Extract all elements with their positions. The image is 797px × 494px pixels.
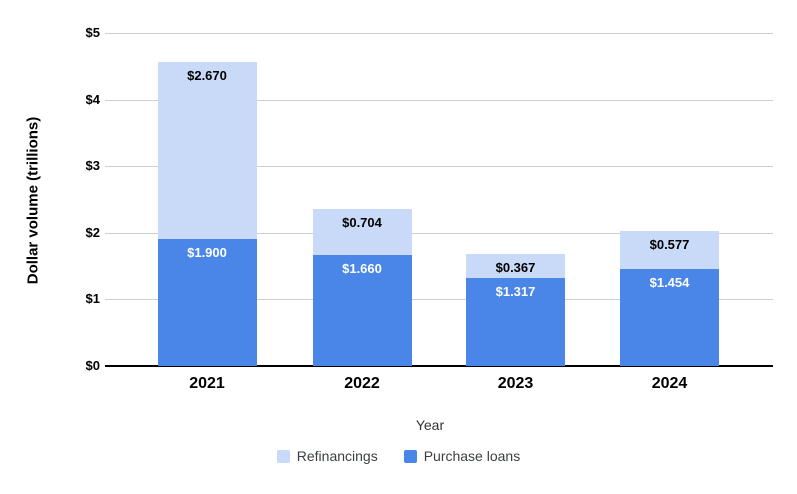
y-tick-label: $1 xyxy=(85,291,100,307)
bar-segment-purchase-loans-2023[interactable] xyxy=(466,278,565,366)
x-tick-label-2024: 2024 xyxy=(651,375,688,392)
y-tick-label: $4 xyxy=(85,91,100,107)
legend-label: Refinancings xyxy=(296,448,378,464)
bar-segment-refinancings-2022[interactable] xyxy=(312,208,412,256)
legend-item-refinancings[interactable]: Refinancings xyxy=(276,448,378,464)
y-tick-label: $0 xyxy=(85,358,100,373)
legend-item-purchase-loans[interactable]: Purchase loans xyxy=(403,448,521,464)
x-axis-line xyxy=(105,365,773,367)
data-label-refinancings-2022: $0.704 xyxy=(342,214,382,230)
bar-segment-purchase-loans-2022[interactable] xyxy=(312,255,412,366)
data-label-refinancings-2021: $2.670 xyxy=(187,67,227,83)
y-gridline xyxy=(105,299,773,301)
bar-segment-purchase-loans-2024[interactable] xyxy=(620,269,719,366)
data-label-purchase-loans-2022: $1.660 xyxy=(342,261,382,277)
bar-segment-refinancings-2021[interactable] xyxy=(157,61,257,240)
x-tick-label-2023: 2023 xyxy=(497,375,534,392)
y-tick-label: $5 xyxy=(85,25,100,40)
y-tick-label: $2 xyxy=(85,224,100,240)
legend: Refinancings Purchase loans xyxy=(0,448,797,464)
y-gridline xyxy=(105,232,773,234)
legend-swatch-refinancings xyxy=(276,449,290,463)
data-label-refinancings-2024: $0.577 xyxy=(649,236,690,252)
y-gridline xyxy=(105,99,773,101)
x-tick-label-2021: 2021 xyxy=(189,375,225,392)
bar-segment-purchase-loans-2021[interactable] xyxy=(157,239,257,366)
data-label-purchase-loans-2021: $1.900 xyxy=(187,245,227,261)
x-axis-title: Year xyxy=(415,417,445,433)
bar-segment-refinancings-2024[interactable] xyxy=(620,230,719,270)
legend-label: Purchase loans xyxy=(423,448,521,464)
legend-swatch-purchase-loans xyxy=(403,449,417,463)
data-label-purchase-loans-2024: $1.454 xyxy=(649,275,690,291)
bar-segment-refinancings-2023[interactable] xyxy=(466,253,565,279)
x-tick-label-2022: 2022 xyxy=(344,375,380,392)
y-gridline xyxy=(105,166,773,168)
data-label-refinancings-2023: $0.367 xyxy=(495,259,536,275)
y-tick-label: $3 xyxy=(85,158,100,174)
data-label-purchase-loans-2023: $1.317 xyxy=(495,284,536,300)
y-gridline xyxy=(105,33,773,34)
